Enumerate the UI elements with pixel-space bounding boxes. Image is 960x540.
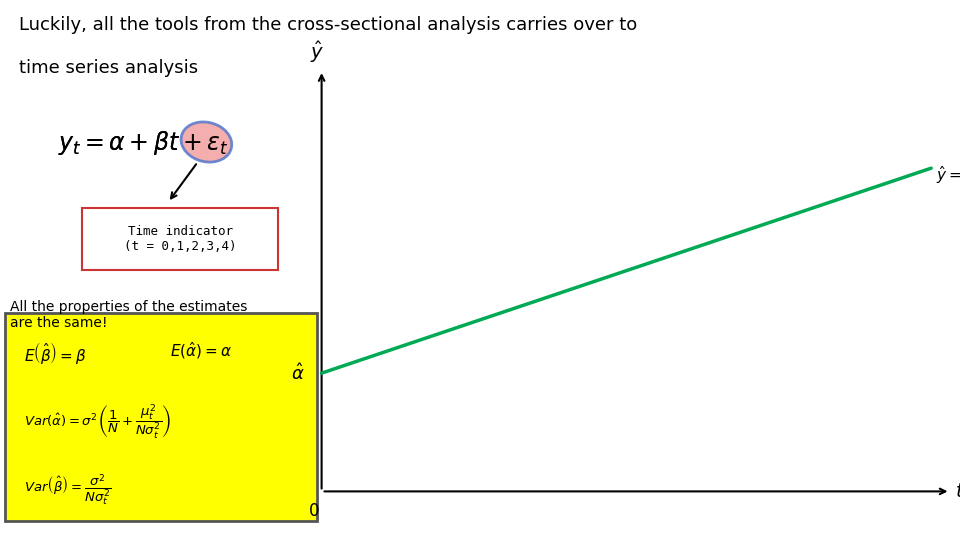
Text: Luckily, all the tools from the cross-sectional analysis carries over to: Luckily, all the tools from the cross-se… <box>19 16 637 34</box>
Text: $t$: $t$ <box>955 482 960 501</box>
FancyBboxPatch shape <box>82 208 278 270</box>
Text: $E\left(\hat{\beta}\right)= \beta$: $E\left(\hat{\beta}\right)= \beta$ <box>24 340 86 366</box>
Text: $Var\left(\hat{\alpha}\right)= \sigma^2\left(\dfrac{1}{N}+\dfrac{\mu_t^2}{N\sigm: $Var\left(\hat{\alpha}\right)= \sigma^2\… <box>24 402 172 441</box>
Ellipse shape <box>181 122 231 162</box>
Text: Time indicator
(t = 0,1,2,3,4): Time indicator (t = 0,1,2,3,4) <box>124 225 236 253</box>
Text: 0: 0 <box>309 502 319 520</box>
Text: $Var\left(\hat{\beta}\right)= \dfrac{\sigma^2}{N\sigma_t^2}$: $Var\left(\hat{\beta}\right)= \dfrac{\si… <box>24 472 111 508</box>
Text: $\hat{y}$: $\hat{y}$ <box>310 39 324 65</box>
Text: $y_t = \alpha + \beta t + \varepsilon_t$: $y_t = \alpha + \beta t + \varepsilon_t$ <box>58 129 228 157</box>
Text: time series analysis: time series analysis <box>19 59 199 77</box>
Text: $\hat{y} = \hat{\alpha} + \hat{\beta}t$: $\hat{y} = \hat{\alpha} + \hat{\beta}t$ <box>936 161 960 186</box>
Text: $E\left(\hat{\alpha}\right)= \alpha$: $E\left(\hat{\alpha}\right)= \alpha$ <box>170 340 232 361</box>
Text: All the properties of the estimates
are the same!: All the properties of the estimates are … <box>10 300 247 330</box>
Text: $\hat{\alpha}$: $\hat{\alpha}$ <box>291 363 304 383</box>
FancyBboxPatch shape <box>5 313 317 521</box>
Text: $y_t = \alpha + \beta t + \varepsilon_t$: $y_t = \alpha + \beta t + \varepsilon_t$ <box>58 129 228 157</box>
